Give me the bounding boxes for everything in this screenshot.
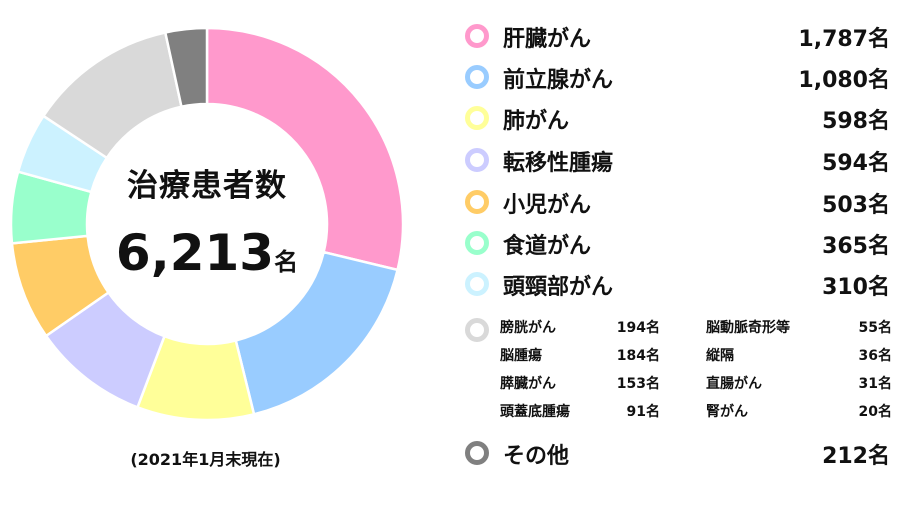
- legend-label: 頭頸部がん: [503, 275, 614, 300]
- legend-small-value: 194名: [616, 320, 660, 336]
- legend-label: 食道がん: [503, 234, 592, 259]
- legend-small-label: 頭蓋底腫瘍: [500, 404, 570, 420]
- legend-small-item: 膀胱がん 194名: [500, 317, 660, 339]
- legend-ring-icon: [465, 106, 489, 130]
- legend-item-liver: 肝臓がん 1,787名: [465, 21, 890, 53]
- legend-small-label: 脳動脈奇形等: [706, 320, 790, 336]
- legend-ring-icon: [465, 65, 489, 89]
- legend-small-label: 膀胱がん: [500, 320, 556, 336]
- legend-value: 365名: [822, 234, 890, 259]
- legend-small-item: 脳動脈奇形等 55名: [706, 317, 892, 339]
- legend-small-item: 腎がん 20名: [706, 401, 892, 423]
- legend-small-value: 91名: [626, 404, 660, 420]
- center-total: 6,213名: [107, 224, 307, 282]
- total-number: 6,213: [115, 224, 275, 282]
- legend-value: 1,787名: [798, 27, 890, 52]
- legend-small-item: 膵臓がん 153名: [500, 373, 660, 395]
- legend-value: 598名: [822, 109, 890, 134]
- legend-label: 肝臓がん: [503, 27, 592, 52]
- legend-small-value: 184名: [616, 348, 660, 364]
- legend-item-other: その他 212名: [465, 438, 890, 470]
- legend-small-value: 55名: [858, 320, 892, 336]
- legend-item-pediatric: 小児がん 503名: [465, 187, 890, 219]
- legend-value: 594名: [822, 151, 890, 176]
- legend-item-esophageal: 食道がん 365名: [465, 228, 890, 260]
- legend-item-prostate: 前立腺がん 1,080名: [465, 62, 890, 94]
- legend-ring-icon: [465, 272, 489, 296]
- donut-slice-9: [163, 26, 209, 109]
- legend-small-item: 脳腫瘍 184名: [500, 345, 660, 367]
- legend-label: 肺がん: [503, 109, 570, 134]
- as-of-date: (2021年1月末現在): [130, 450, 281, 469]
- legend-item-lung: 肺がん 598名: [465, 103, 890, 135]
- legend-value: 1,080名: [798, 68, 890, 93]
- legend-small-item: 直腸がん 31名: [706, 373, 892, 395]
- legend-label: 小児がん: [503, 193, 592, 218]
- legend-small-item: 頭蓋底腫瘍 91名: [500, 401, 660, 423]
- legend-small-label: 直腸がん: [706, 376, 762, 392]
- legend-small-value: 31名: [858, 376, 892, 392]
- legend-item-metastatic: 転移性腫瘍 594名: [465, 145, 890, 177]
- legend-value: 310名: [822, 275, 890, 300]
- legend-ring-icon: [465, 318, 489, 342]
- legend-small-value: 20名: [858, 404, 892, 420]
- legend-value: 503名: [822, 193, 890, 218]
- legend-ring-icon: [465, 24, 489, 48]
- legend-ring-icon: [465, 441, 489, 465]
- legend-ring-icon: [465, 190, 489, 214]
- legend-label: 前立腺がん: [503, 68, 614, 93]
- legend-small-label: 脳腫瘍: [500, 348, 542, 364]
- center-title: 治療患者数: [127, 168, 287, 204]
- legend-small-value: 153名: [616, 376, 660, 392]
- legend-ring-icon: [465, 231, 489, 255]
- legend-value: 212名: [822, 444, 890, 469]
- legend-small-label: 膵臓がん: [500, 376, 556, 392]
- legend-item-head-neck: 頭頸部がん 310名: [465, 269, 890, 301]
- legend-small-label: 縦隔: [706, 348, 734, 364]
- legend-label: 転移性腫瘍: [503, 151, 614, 176]
- donut-slice-1: [205, 26, 405, 272]
- legend-label: その他: [503, 444, 570, 469]
- legend-small-value: 36名: [858, 348, 892, 364]
- legend-ring-icon: [465, 148, 489, 172]
- donut-chart: [9, 26, 405, 422]
- legend-small-label: 腎がん: [706, 404, 748, 420]
- legend-small-item: 縦隔 36名: [706, 345, 892, 367]
- total-unit: 名: [274, 248, 299, 276]
